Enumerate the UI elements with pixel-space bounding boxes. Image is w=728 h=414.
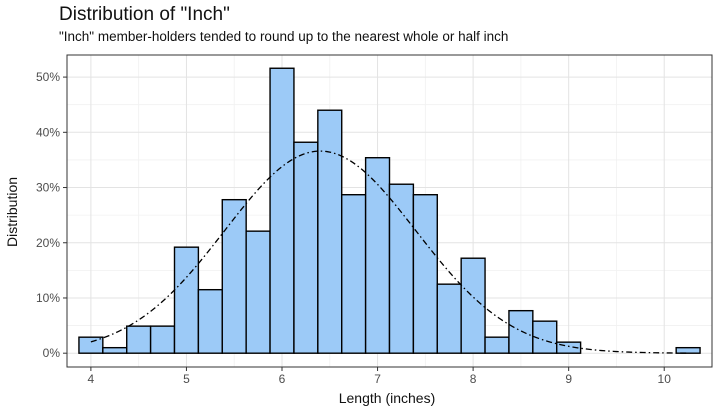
histogram-bar <box>364 157 391 354</box>
plot-panel-border <box>66 54 713 368</box>
histogram-bar <box>388 183 415 354</box>
histogram-bar <box>102 346 128 354</box>
histogram-bar <box>508 309 534 354</box>
y-tick-label: 20% <box>36 236 60 250</box>
histogram-bar <box>293 141 319 354</box>
histogram-bar <box>436 283 462 354</box>
histogram-bar <box>460 257 486 354</box>
chart-subtitle: "Inch" member-holders tended to round up… <box>59 29 509 44</box>
histogram-bar <box>245 230 271 354</box>
histogram-bars <box>78 67 701 354</box>
y-tick-label: 30% <box>36 181 60 195</box>
y-axis-label: Distribution <box>4 177 20 247</box>
histogram-bar <box>173 246 200 354</box>
x-tick-label: 4 <box>88 372 95 386</box>
histogram-bar <box>78 336 104 354</box>
histogram-bar <box>149 325 176 354</box>
y-tick-label: 40% <box>36 125 60 139</box>
x-tick-label: 9 <box>565 372 572 386</box>
x-axis-ticks: 4 5 6 7 8 9 10 <box>88 367 672 386</box>
chart-title: Distribution of "Inch" <box>59 4 230 25</box>
y-tick-label: 0% <box>43 346 61 360</box>
density-curve <box>90 150 689 354</box>
x-tick-label: 7 <box>374 372 381 386</box>
histogram-bar <box>341 194 367 354</box>
x-tick-label: 5 <box>183 372 190 386</box>
histogram-bar <box>126 325 152 354</box>
histogram-bar <box>556 341 582 354</box>
x-tick-label: 6 <box>279 372 286 386</box>
histogram-bar <box>484 336 510 354</box>
histogram-bar <box>675 346 701 354</box>
histogram-bar <box>221 198 247 354</box>
histogram-bar <box>532 320 558 354</box>
y-tick-label: 10% <box>36 291 60 305</box>
histogram-bar <box>197 288 223 354</box>
histogram-bar <box>412 194 438 354</box>
x-axis-label: Length (inches) <box>339 390 436 406</box>
x-tick-label: 10 <box>658 372 672 386</box>
y-tick-label: 50% <box>36 70 60 84</box>
x-tick-label: 8 <box>470 372 477 386</box>
y-axis-ticks: 0% 10% 20% 30% 40% 50% <box>36 70 67 360</box>
histogram-bar <box>269 67 295 354</box>
histogram-bar <box>317 109 343 354</box>
